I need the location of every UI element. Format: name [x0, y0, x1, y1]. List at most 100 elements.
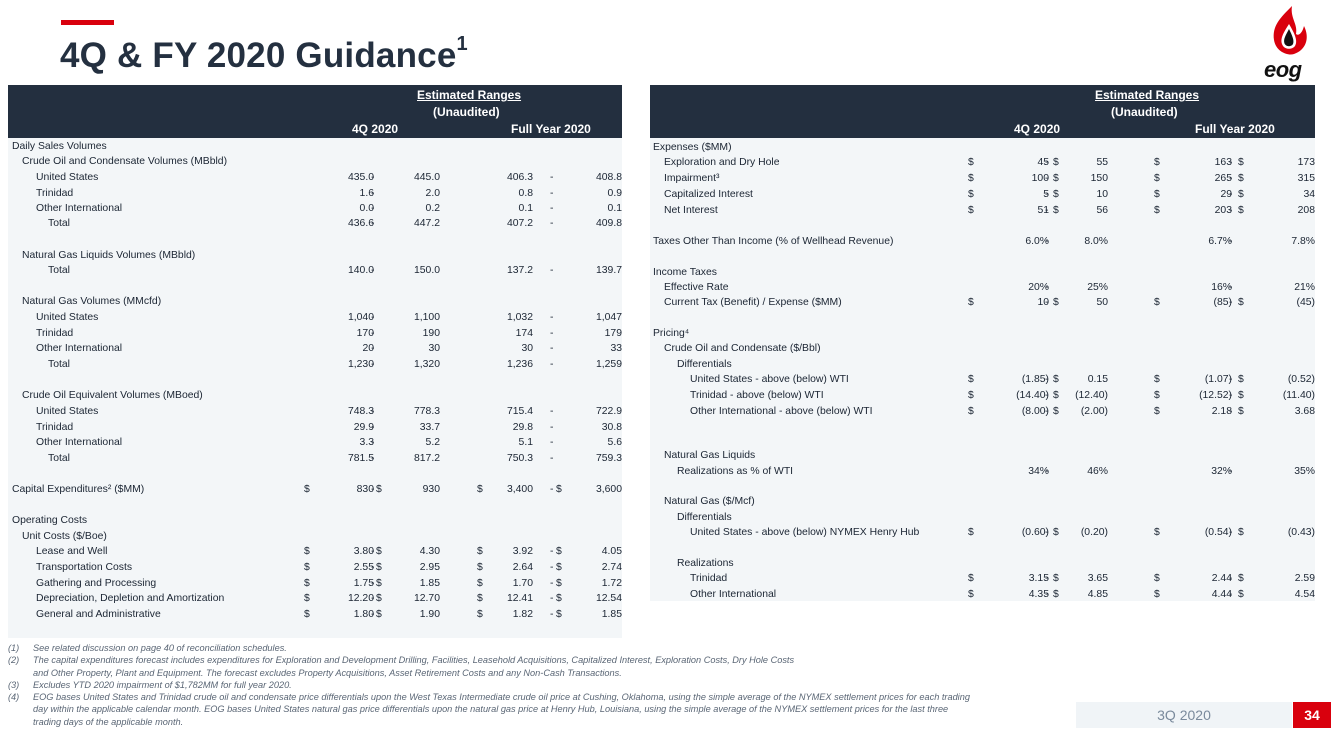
row-label: Effective Rate — [664, 282, 729, 293]
table-row: Total - -781.5 817.2 750.3 759.3 — [8, 451, 622, 466]
row-label: Net Interest — [664, 205, 718, 216]
currency-symbol: $ — [1238, 390, 1244, 401]
q4-high-value: (0.20) — [1080, 527, 1108, 538]
range-dash: - — [550, 578, 554, 589]
currency-symbol: $ — [556, 609, 562, 620]
currency-symbol: $ — [477, 546, 483, 557]
fy-high-value: 34 — [1303, 189, 1315, 200]
range-dash: - — [371, 578, 375, 589]
currency-symbol: $ — [1053, 173, 1059, 184]
table-row: Operating Costs — [8, 513, 622, 528]
table-row: Trinidad $ $ $ $ - -3.15 3.65 2.44 2.59 — [650, 571, 1315, 586]
currency-symbol: $ — [304, 562, 310, 573]
currency-symbol: $ — [968, 157, 974, 168]
row-label: Lease and Well — [36, 546, 108, 557]
fy-low-value: 2.64 — [512, 562, 533, 573]
row-label: Crude Oil and Condensate ($/Bbl) — [664, 343, 821, 354]
table-row: United States - -435.0 445.0 406.3 408.8 — [8, 170, 622, 185]
fy-high-value: 3.68 — [1294, 406, 1315, 417]
range-dash: - — [1229, 236, 1233, 247]
row-label: Total — [48, 359, 70, 370]
q4-high-value: 5.2 — [425, 437, 440, 448]
table-row: Pricing⁴ — [650, 326, 1315, 341]
range-dash: - — [371, 218, 375, 229]
table-row: Trinidad - above (below) WTI $ $ $ $ - - (14.40… — [650, 388, 1315, 403]
q4-high-value: 150 — [1090, 173, 1108, 184]
fy-high-value: 1.72 — [601, 578, 622, 589]
table-row: Total - -1,230 1,320 1,236 1,259 — [8, 357, 622, 372]
currency-symbol: $ — [1154, 390, 1160, 401]
q4-low-value: 435.0 — [347, 172, 374, 183]
unaudited-label: (Unaudited) — [433, 105, 500, 119]
range-dash: - — [1045, 527, 1049, 538]
table-row: Differentials — [650, 510, 1315, 525]
unaudited-label: (Unaudited) — [1111, 105, 1178, 119]
row-label: United States — [36, 406, 99, 417]
fy-low-value: 3,400 — [506, 484, 533, 495]
fy-low-value: 1.82 — [512, 609, 533, 620]
range-dash: - — [1045, 589, 1049, 600]
currency-symbol: $ — [556, 546, 562, 557]
row-label: Other International — [36, 343, 123, 354]
currency-symbol: $ — [1053, 205, 1059, 216]
fy-high-value: (11.40) — [1282, 390, 1315, 401]
footnote-text: The capital expenditures forecast includ… — [33, 655, 795, 666]
currency-symbol: $ — [1154, 157, 1160, 168]
currency-symbol: $ — [1053, 589, 1059, 600]
q4-high-value: 55 — [1096, 157, 1108, 168]
table-row: Income Taxes — [650, 265, 1315, 280]
q4-high-value: 30 — [428, 343, 440, 354]
fy-low-value: 1.70 — [512, 578, 533, 589]
fy-low-value: 406.3 — [506, 172, 533, 183]
fy-high-value: 0.1 — [607, 203, 622, 214]
fy-low-value: 3.92 — [512, 546, 533, 557]
q4-low-value: 34% — [1028, 466, 1049, 477]
fy-high-value: 315 — [1297, 173, 1315, 184]
currency-symbol: $ — [1053, 390, 1059, 401]
q4-low-value: 3.3 — [359, 437, 374, 448]
table-row: Net Interest $ $ $ $ - -51 56 203 208 — [650, 203, 1315, 218]
estimated-ranges-heading: Estimated Ranges — [1095, 88, 1200, 102]
q4-low-value: 781.5 — [347, 453, 374, 464]
row-label: United States - above (below) NYMEX Henr… — [690, 527, 920, 538]
q4-high-value: 0.2 — [425, 203, 440, 214]
fy-low-value: (85) — [1213, 297, 1232, 308]
row-label: Realizations — [677, 558, 734, 569]
table-row: Total - -140.0 150.0 137.2 139.7 — [8, 263, 622, 278]
row-label: General and Administrative — [36, 609, 161, 620]
row-label: Other International — [36, 437, 123, 448]
row-label: Pricing⁴ — [653, 328, 690, 339]
q4-low-value: 830 — [356, 484, 374, 495]
fy-high-value: 21% — [1294, 282, 1315, 293]
currency-symbol: $ — [968, 374, 974, 385]
q4-high-value: 2.95 — [419, 562, 440, 573]
table-row: Natural Gas Liquids — [650, 448, 1315, 463]
q4-low-value: 0.0 — [359, 203, 374, 214]
row-label: Operating Costs — [12, 515, 88, 526]
footnotes: (1) See related discussion on page 40 of … — [8, 642, 1078, 728]
range-dash: - — [1045, 173, 1049, 184]
range-dash: - — [550, 172, 554, 183]
fy-low-value: 174 — [515, 328, 533, 339]
page-title-text: 4Q & FY 2020 Guidance — [60, 36, 457, 75]
row-label: Realizations as % of WTI — [677, 466, 794, 477]
range-dash: - — [371, 546, 375, 557]
footnote-number: (1) — [8, 643, 20, 653]
currency-symbol: $ — [968, 173, 974, 184]
q4-high-value: 930 — [422, 484, 440, 495]
footnote-text-cont: trading days of the applicable month. — [33, 716, 184, 727]
q4-high-value: 445.0 — [413, 172, 440, 183]
currency-symbol: $ — [477, 593, 483, 604]
title-footnote-ref: 1 — [456, 33, 468, 56]
row-label: United States — [36, 312, 99, 323]
q4-low-value: 20% — [1028, 282, 1049, 293]
table-row: Other International - -3.3 5.2 5.1 5.6 — [8, 435, 622, 450]
range-dash: - — [1229, 466, 1233, 477]
currency-symbol: $ — [968, 573, 974, 584]
currency-symbol: $ — [304, 578, 310, 589]
row-label: Unit Costs ($/Boe) — [22, 531, 107, 542]
range-dash: - — [371, 328, 375, 339]
q4-low-value: (0.60) — [1021, 527, 1049, 538]
footnote-3: (3) Excludes YTD 2020 impairment of $1,78… — [8, 679, 1078, 691]
fy-high-value: 1.85 — [601, 609, 622, 620]
